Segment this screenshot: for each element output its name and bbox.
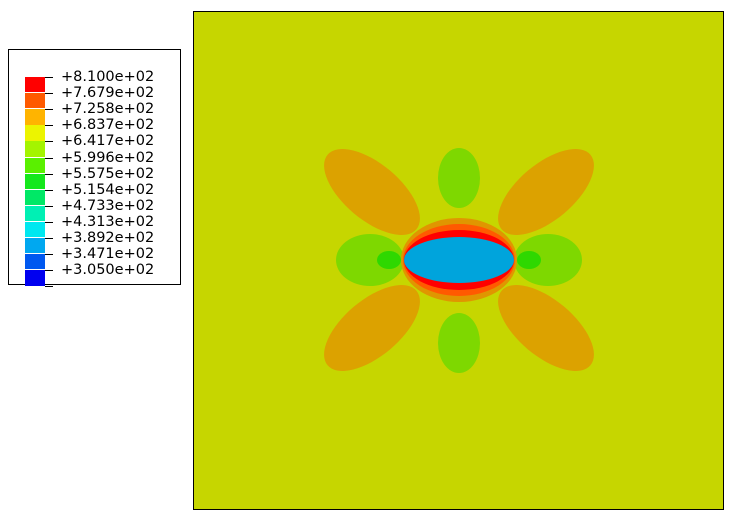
lobe-top xyxy=(438,148,480,208)
inner-green-right xyxy=(517,251,541,269)
legend-label: +8.100e+02 xyxy=(61,69,155,85)
legend-label: +6.417e+02 xyxy=(61,133,155,150)
lobe-right xyxy=(514,234,582,286)
legend-label: +4.313e+02 xyxy=(61,213,155,230)
legend-swatch xyxy=(25,173,45,189)
legend-swatch xyxy=(25,157,45,173)
legend-tick xyxy=(45,221,53,223)
hole-fill xyxy=(404,237,514,283)
legend-label: +5.154e+02 xyxy=(61,181,155,198)
legend-label: +6.837e+02 xyxy=(61,117,155,134)
legend-label: +4.733e+02 xyxy=(61,197,155,214)
contour-plot xyxy=(193,11,724,510)
legend-swatch xyxy=(25,125,45,141)
legend-tick xyxy=(45,254,53,256)
legend-label: +5.575e+02 xyxy=(61,165,155,182)
legend-swatch xyxy=(25,238,45,254)
lobe-upper-right xyxy=(498,148,594,236)
legend-tick xyxy=(45,173,53,175)
legend-label: +3.471e+02 xyxy=(61,246,155,263)
legend-swatch xyxy=(25,141,45,157)
legend-label: +3.050e+02 xyxy=(61,262,155,279)
lobe-bottom xyxy=(438,313,480,373)
legend-swatch xyxy=(25,221,45,238)
legend-label: +3.892e+02 xyxy=(61,230,155,246)
lobe-left xyxy=(336,234,404,286)
lobe-lower-left xyxy=(324,284,420,372)
legend-swatch xyxy=(25,205,45,222)
color-legend: +8.100e+02 +7.679e+02 +7.258e+02 +6.837e+02… xyxy=(8,49,181,288)
legend-label: +7.679e+02 xyxy=(61,85,155,102)
legend-swatch xyxy=(25,270,45,286)
legend-tick xyxy=(45,157,53,159)
legend-swatch xyxy=(25,189,45,206)
legend-label: +5.996e+02 xyxy=(61,149,155,166)
legend-tick xyxy=(45,77,53,78)
legend-swatch xyxy=(25,254,45,270)
legend-tick xyxy=(45,125,53,127)
legend-tick xyxy=(45,93,53,95)
legend-swatch xyxy=(25,93,45,109)
legend-swatch xyxy=(25,109,45,125)
legend-tick xyxy=(45,141,53,143)
legend-tick xyxy=(45,238,53,239)
inner-green-left xyxy=(377,251,401,269)
legend-tick xyxy=(45,270,53,272)
lobe-upper-left xyxy=(324,148,420,236)
lobe-lower-right xyxy=(498,284,594,372)
legend-swatch xyxy=(25,77,45,93)
legend-tick xyxy=(45,286,53,288)
legend-label: +7.258e+02 xyxy=(61,101,155,118)
legend-tick xyxy=(45,189,53,191)
legend-tick xyxy=(45,205,53,207)
legend-tick xyxy=(45,109,53,111)
